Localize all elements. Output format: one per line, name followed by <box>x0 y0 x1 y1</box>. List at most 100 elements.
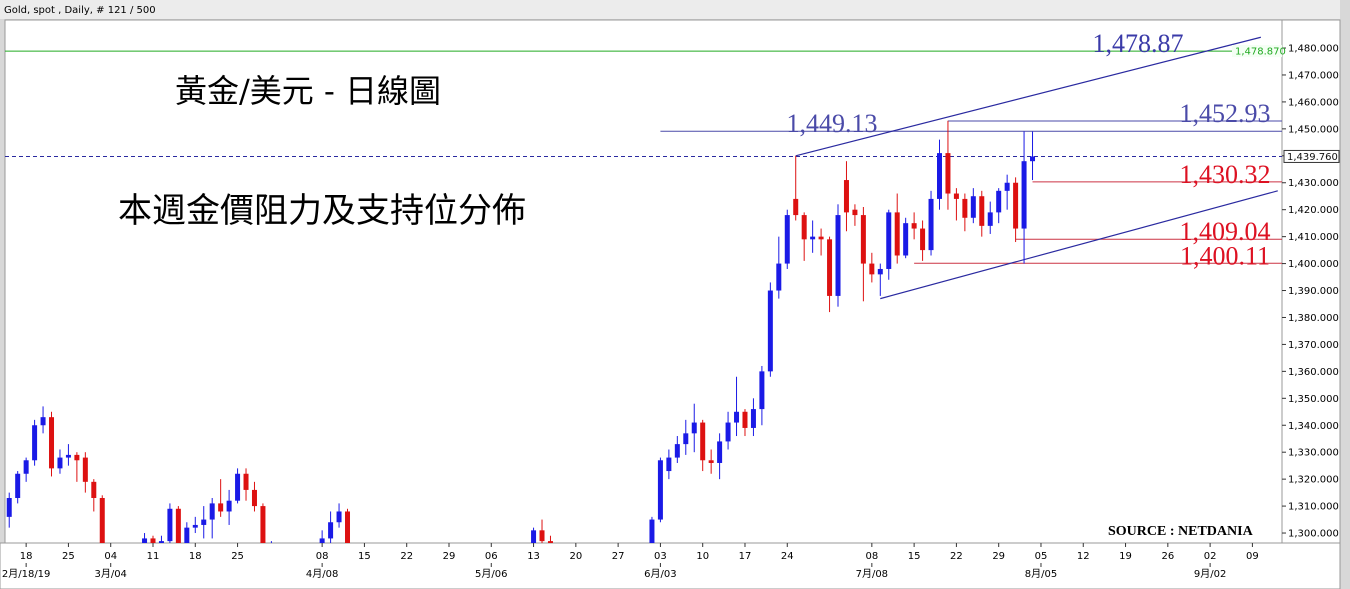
x-tick-label: 02 <box>1204 551 1217 562</box>
x-tick-label: 25 <box>62 551 75 562</box>
x-tick-label: 04 <box>104 551 117 562</box>
axis-label-box <box>1283 149 1340 163</box>
y-tick-label: 1,430.000 <box>1288 178 1339 189</box>
x-tick-label: 24 <box>781 551 794 562</box>
y-tick-label: 1,370.000 <box>1288 340 1339 351</box>
candle-body <box>742 411 748 428</box>
plot <box>5 36 1282 543</box>
candle-body <box>1021 161 1027 229</box>
candle-body <box>32 425 38 461</box>
candle-body <box>877 268 883 275</box>
y-tick-label: 1,470.000 <box>1288 70 1339 81</box>
trendline <box>880 190 1278 300</box>
y-tick-label: 1,300.000 <box>1288 529 1339 540</box>
x-month-label: 5月/06 <box>475 568 507 580</box>
y-tick-label: 1,360.000 <box>1288 367 1339 378</box>
candle-body <box>23 460 29 474</box>
candle-body <box>218 503 224 512</box>
candle-body <box>6 498 12 517</box>
candle-body <box>852 209 858 216</box>
candle-body <box>970 196 976 218</box>
y-tick-label: 1,320.000 <box>1288 475 1339 486</box>
header: Gold, spot , Daily, # 121 / 500 <box>4 5 156 16</box>
candle-body <box>793 198 799 216</box>
candle-body <box>243 473 249 490</box>
y-tick-label: 1,390.000 <box>1288 286 1339 297</box>
candle-body <box>657 460 663 520</box>
x-tick-label: 06 <box>485 551 498 562</box>
candle-body <box>810 236 816 240</box>
candle-body <box>150 538 156 543</box>
x-tick-label: 26 <box>1161 551 1174 562</box>
x-tick-label: 25 <box>231 551 244 562</box>
axis-label-box <box>1232 45 1282 58</box>
x-tick-label: 17 <box>739 551 752 562</box>
candle-body <box>142 538 148 543</box>
candle-body <box>175 508 181 543</box>
y-tick-label: 1,350.000 <box>1288 394 1339 405</box>
x-tick-label: 11 <box>147 551 160 562</box>
trendline <box>795 36 1262 157</box>
candle-body <box>979 196 985 226</box>
candle-body <box>251 489 257 507</box>
x-tick-label: 10 <box>696 551 709 562</box>
y-tick-label: 1,480.000 <box>1288 44 1339 55</box>
x-tick-label: 20 <box>569 551 582 562</box>
x-tick-label: 22 <box>950 551 963 562</box>
candle-body <box>192 524 198 528</box>
axis-label: 1,439.760 <box>1287 152 1338 163</box>
candle-body <box>683 433 689 445</box>
candle-body <box>91 481 97 499</box>
level-label: 1,478.87 <box>1093 29 1184 58</box>
candle-body <box>328 522 334 539</box>
candle-body <box>759 371 765 410</box>
x-tick-label: 12 <box>1077 551 1090 562</box>
level-label: 1,449.13 <box>787 109 878 138</box>
x-tick-label: 18 <box>189 551 202 562</box>
candle-body <box>167 508 173 542</box>
candle-body <box>784 215 790 264</box>
candle-body <box>649 519 655 543</box>
candle-body <box>201 519 207 525</box>
candle-body <box>911 223 917 229</box>
candle-body <box>49 417 55 469</box>
candle-body <box>734 411 740 423</box>
candle-body <box>928 198 934 251</box>
chart-subtitle: 本週金價阻力及支持位分佈 <box>118 191 526 231</box>
candle-body <box>936 153 942 199</box>
x-month-label: 6月/03 <box>644 568 676 580</box>
x-tick-label: 19 <box>1119 551 1132 562</box>
candle-body <box>953 193 959 199</box>
x-tick-label: 18 <box>20 551 33 562</box>
candle-body <box>82 457 88 482</box>
level-label: 1,452.93 <box>1180 99 1271 128</box>
y-tick-label: 1,340.000 <box>1288 421 1339 432</box>
candle-body <box>843 180 849 213</box>
x-month-label: 3月/04 <box>94 568 126 580</box>
candle-body <box>860 215 866 264</box>
x-tick-label: 09 <box>1246 551 1259 562</box>
plot-area <box>4 19 1283 544</box>
x-month-label: 8月/05 <box>1025 568 1057 580</box>
candle-body <box>1030 156 1036 162</box>
candle-body <box>15 473 21 499</box>
header-bar <box>0 0 1340 19</box>
y-tick-label: 1,410.000 <box>1288 232 1339 243</box>
candle-body <box>74 454 80 461</box>
candle-body <box>1013 182 1019 229</box>
candle-body <box>1004 182 1010 191</box>
candle-body <box>920 228 926 251</box>
candle-body <box>99 498 105 543</box>
y-tick-label: 1,460.000 <box>1288 97 1339 108</box>
candle-body <box>666 457 672 472</box>
candle-body <box>40 417 46 426</box>
candle-body <box>691 422 697 434</box>
candle-body <box>903 223 909 256</box>
x-month-label: 2月/18/19 <box>2 568 51 580</box>
x-month-label: 4月/08 <box>306 568 338 580</box>
x-tick-label: 29 <box>443 551 456 562</box>
x-axis-area <box>0 542 1341 589</box>
candle-body <box>539 530 545 542</box>
x-month-label: 7月/08 <box>856 568 888 580</box>
